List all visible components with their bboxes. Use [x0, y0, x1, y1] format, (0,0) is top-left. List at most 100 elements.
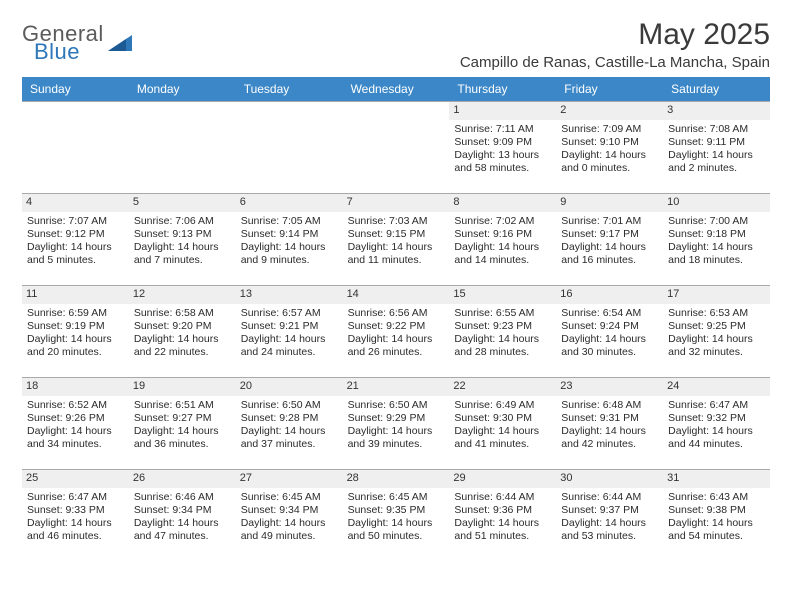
sunset-line: Sunset: 9:38 PM — [668, 504, 765, 517]
day-number: 9 — [556, 194, 663, 212]
sunset-line: Sunset: 9:35 PM — [348, 504, 445, 517]
day-number: 1 — [449, 102, 556, 120]
sunset-line: Sunset: 9:17 PM — [561, 228, 658, 241]
daylight-line-1: Daylight: 14 hours — [561, 517, 658, 530]
sunrise-line: Sunrise: 6:56 AM — [348, 307, 445, 320]
day-cell: 24Sunrise: 6:47 AMSunset: 9:32 PMDayligh… — [663, 377, 770, 469]
sunrise-line: Sunrise: 6:50 AM — [348, 399, 445, 412]
day-cell: 12Sunrise: 6:58 AMSunset: 9:20 PMDayligh… — [129, 285, 236, 377]
day-number: 28 — [343, 470, 450, 488]
sunset-line: Sunset: 9:36 PM — [454, 504, 551, 517]
day-number: 13 — [236, 286, 343, 304]
day-cell: 8Sunrise: 7:02 AMSunset: 9:16 PMDaylight… — [449, 193, 556, 285]
day-number: 19 — [129, 378, 236, 396]
day-cell: 23Sunrise: 6:48 AMSunset: 9:31 PMDayligh… — [556, 377, 663, 469]
daylight-line-1: Daylight: 14 hours — [454, 517, 551, 530]
day-number: 15 — [449, 286, 556, 304]
sunrise-line: Sunrise: 7:11 AM — [454, 123, 551, 136]
sunset-line: Sunset: 9:14 PM — [241, 228, 338, 241]
sunrise-line: Sunrise: 6:53 AM — [668, 307, 765, 320]
daylight-line-1: Daylight: 14 hours — [454, 241, 551, 254]
sunrise-line: Sunrise: 6:44 AM — [454, 491, 551, 504]
sunrise-line: Sunrise: 7:05 AM — [241, 215, 338, 228]
day-number: 22 — [449, 378, 556, 396]
day-header: Wednesday — [343, 77, 450, 101]
day-cell: 28Sunrise: 6:45 AMSunset: 9:35 PMDayligh… — [343, 469, 450, 561]
sunrise-line: Sunrise: 7:06 AM — [134, 215, 231, 228]
sunset-line: Sunset: 9:34 PM — [134, 504, 231, 517]
sunrise-line: Sunrise: 6:46 AM — [134, 491, 231, 504]
daylight-line-2: and 49 minutes. — [241, 530, 338, 543]
day-number: 14 — [343, 286, 450, 304]
logo-word-blue: Blue — [34, 42, 104, 62]
day-cell: 16Sunrise: 6:54 AMSunset: 9:24 PMDayligh… — [556, 285, 663, 377]
daylight-line-2: and 11 minutes. — [348, 254, 445, 267]
day-cell: 13Sunrise: 6:57 AMSunset: 9:21 PMDayligh… — [236, 285, 343, 377]
day-header: Sunday — [22, 77, 129, 101]
daylight-line-2: and 26 minutes. — [348, 346, 445, 359]
sunrise-line: Sunrise: 6:43 AM — [668, 491, 765, 504]
daylight-line-1: Daylight: 14 hours — [454, 333, 551, 346]
month-title: May 2025 — [460, 18, 770, 52]
daylight-line-2: and 28 minutes. — [454, 346, 551, 359]
sunset-line: Sunset: 9:29 PM — [348, 412, 445, 425]
day-cell: 6Sunrise: 7:05 AMSunset: 9:14 PMDaylight… — [236, 193, 343, 285]
day-number: 11 — [22, 286, 129, 304]
day-cell: 20Sunrise: 6:50 AMSunset: 9:28 PMDayligh… — [236, 377, 343, 469]
day-number: 3 — [663, 102, 770, 120]
daylight-line-1: Daylight: 14 hours — [561, 333, 658, 346]
day-number: 2 — [556, 102, 663, 120]
day-cell: 9Sunrise: 7:01 AMSunset: 9:17 PMDaylight… — [556, 193, 663, 285]
daylight-line-2: and 39 minutes. — [348, 438, 445, 451]
sunset-line: Sunset: 9:19 PM — [27, 320, 124, 333]
daylight-line-2: and 47 minutes. — [134, 530, 231, 543]
empty-cell — [236, 101, 343, 193]
day-header: Saturday — [663, 77, 770, 101]
daylight-line-2: and 5 minutes. — [27, 254, 124, 267]
day-cell: 10Sunrise: 7:00 AMSunset: 9:18 PMDayligh… — [663, 193, 770, 285]
day-number: 29 — [449, 470, 556, 488]
sunset-line: Sunset: 9:30 PM — [454, 412, 551, 425]
day-header: Tuesday — [236, 77, 343, 101]
daylight-line-2: and 30 minutes. — [561, 346, 658, 359]
daylight-line-1: Daylight: 13 hours — [454, 149, 551, 162]
daylight-line-2: and 18 minutes. — [668, 254, 765, 267]
daylight-line-2: and 9 minutes. — [241, 254, 338, 267]
daylight-line-2: and 46 minutes. — [27, 530, 124, 543]
daylight-line-1: Daylight: 14 hours — [241, 333, 338, 346]
sunrise-line: Sunrise: 6:54 AM — [561, 307, 658, 320]
daylight-line-1: Daylight: 14 hours — [27, 425, 124, 438]
sunrise-line: Sunrise: 7:03 AM — [348, 215, 445, 228]
daylight-line-1: Daylight: 14 hours — [134, 425, 231, 438]
daylight-line-2: and 41 minutes. — [454, 438, 551, 451]
day-number: 5 — [129, 194, 236, 212]
day-number: 16 — [556, 286, 663, 304]
day-cell: 5Sunrise: 7:06 AMSunset: 9:13 PMDaylight… — [129, 193, 236, 285]
day-cell: 2Sunrise: 7:09 AMSunset: 9:10 PMDaylight… — [556, 101, 663, 193]
empty-cell — [129, 101, 236, 193]
logo-text: General Blue — [22, 24, 104, 62]
day-number: 23 — [556, 378, 663, 396]
daylight-line-1: Daylight: 14 hours — [134, 333, 231, 346]
empty-cell — [343, 101, 450, 193]
logo: General Blue — [22, 24, 136, 62]
day-cell: 31 Sunrise: 6:43 AMSunset: 9:38 PMDayligh… — [663, 469, 770, 561]
empty-cell — [22, 101, 129, 193]
daylight-line-2: and 51 minutes. — [454, 530, 551, 543]
day-number: 31 — [663, 470, 770, 488]
sunset-line: Sunset: 9:33 PM — [27, 504, 124, 517]
day-cell: 25Sunrise: 6:47 AMSunset: 9:33 PMDayligh… — [22, 469, 129, 561]
sunset-line: Sunset: 9:23 PM — [454, 320, 551, 333]
day-number: 26 — [129, 470, 236, 488]
sunset-line: Sunset: 9:22 PM — [348, 320, 445, 333]
sunrise-line: Sunrise: 6:44 AM — [561, 491, 658, 504]
header-row: General Blue May 2025 Campillo de Ranas,… — [22, 18, 770, 71]
day-cell: 7Sunrise: 7:03 AMSunset: 9:15 PMDaylight… — [343, 193, 450, 285]
daylight-line-1: Daylight: 14 hours — [348, 517, 445, 530]
daylight-line-1: Daylight: 14 hours — [134, 517, 231, 530]
day-number: 18 — [22, 378, 129, 396]
daylight-line-1: Daylight: 14 hours — [668, 517, 765, 530]
day-number: 10 — [663, 194, 770, 212]
daylight-line-2: and 32 minutes. — [668, 346, 765, 359]
day-number: 6 — [236, 194, 343, 212]
